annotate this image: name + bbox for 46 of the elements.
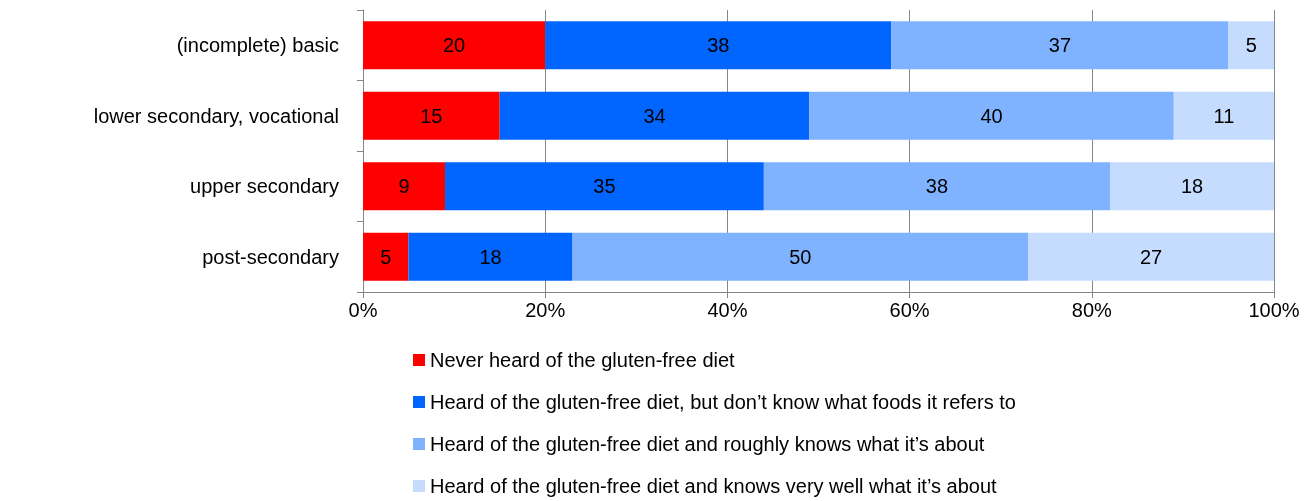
data-label: 34 [643, 104, 666, 127]
x-tick-label: 80% [1071, 299, 1113, 321]
legend-label: Never heard of the gluten-free diet [430, 349, 736, 371]
data-label: 38 [707, 34, 730, 57]
bar [572, 232, 1029, 281]
bar [763, 162, 1111, 211]
y-tick-label: upper secondary [190, 175, 339, 198]
y-tick-label: (incomplete) basic [176, 34, 339, 57]
bar [363, 232, 409, 281]
bar [1028, 232, 1274, 281]
bar [891, 21, 1229, 70]
data-label: 9 [398, 175, 410, 198]
x-tick-label: 100% [1248, 299, 1300, 321]
legend-label: Heard of the gluten-free diet and knows very well what it’s about [430, 475, 998, 497]
data-label: 18 [479, 245, 502, 268]
data-label: 15 [420, 104, 443, 127]
data-label: 50 [789, 245, 812, 268]
bar [363, 162, 445, 211]
y-tick-label: lower secondary, vocational [93, 104, 339, 127]
data-label: 37 [1048, 34, 1072, 57]
data-label: 27 [1139, 245, 1163, 268]
x-tick-label: 0% [348, 299, 378, 321]
data-label: 38 [925, 175, 949, 198]
data-label: 20 [442, 34, 466, 57]
data-label: 5 [1245, 34, 1257, 57]
bar [545, 21, 892, 70]
x-tick-label: 40% [707, 299, 748, 321]
bar [1173, 91, 1274, 140]
x-tick-label: 60% [889, 299, 930, 321]
data-label: 40 [980, 104, 1003, 127]
bar [363, 21, 546, 70]
data-label: 11 [1213, 104, 1235, 127]
bar [363, 91, 500, 140]
legend-label: Heard of the gluten-free diet and roughly knows what it’s about [430, 433, 985, 455]
bar [809, 91, 1174, 140]
bar [1228, 21, 1274, 70]
data-label: 35 [593, 175, 616, 198]
bar [499, 91, 810, 140]
bar [444, 162, 764, 211]
x-tick-label: 20% [525, 299, 566, 321]
y-tick-label: post-secondary [202, 245, 339, 268]
legend-label: Heard of the gluten-free diet, but don’t know what foods it refers to [430, 391, 1016, 413]
bar [1110, 162, 1274, 211]
bar [408, 232, 573, 281]
data-label: 5 [380, 245, 392, 268]
data-label: 18 [1180, 175, 1204, 198]
